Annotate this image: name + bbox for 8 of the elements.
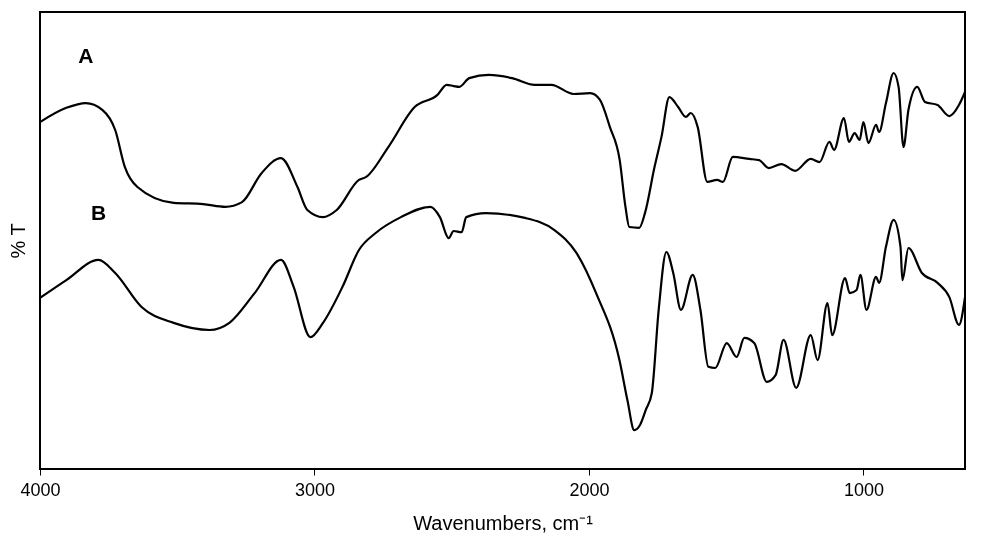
series-label: A [78,44,94,68]
x-tick-label: 3000 [294,479,335,500]
series-label: B [90,201,107,225]
x-tick-label: 2000 [569,479,610,500]
x-tick-label: 1000 [843,479,884,500]
y-axis-title: % T [6,223,29,259]
x-axis-title: Wavenumbers, cm⁻¹ [413,511,594,534]
x-tick-label: 4000 [20,479,61,500]
